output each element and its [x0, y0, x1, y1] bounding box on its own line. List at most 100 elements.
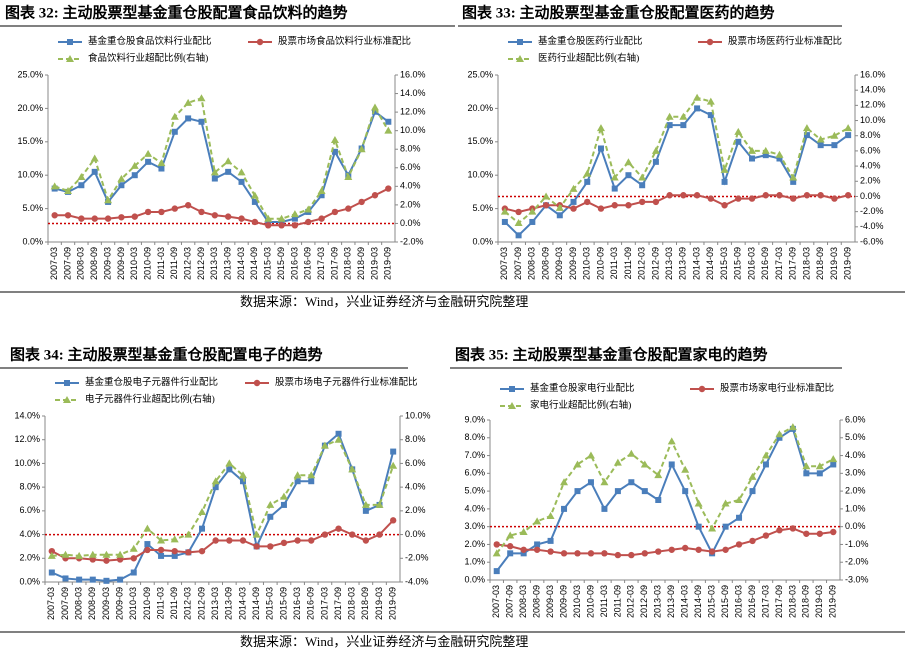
marker: [627, 449, 636, 457]
y2-tick-label: 12.0%: [860, 100, 886, 110]
x-tick-label: 2019-03: [374, 587, 384, 620]
marker: [371, 108, 378, 115]
x-tick-label: 2016-09: [760, 247, 770, 280]
marker: [64, 380, 70, 386]
marker: [722, 523, 729, 530]
marker: [762, 152, 769, 159]
x-tick-label: 2013-03: [209, 247, 219, 280]
marker: [118, 182, 125, 189]
marker: [130, 555, 137, 562]
marker: [384, 126, 393, 134]
x-tick-label: 2009-09: [116, 247, 126, 280]
x-tick-label: 2009-03: [545, 585, 555, 618]
marker: [546, 512, 555, 519]
marker: [358, 198, 365, 206]
x-tick-label: 2014-03: [691, 247, 701, 280]
marker: [583, 169, 592, 177]
marker: [698, 385, 706, 393]
x-tick-label: 2010-03: [572, 585, 582, 618]
x-tick-label: 2013-09: [678, 247, 688, 280]
marker: [385, 185, 392, 192]
marker: [509, 386, 515, 392]
marker: [389, 461, 398, 469]
y2-tick-label: 2.0%: [845, 485, 866, 495]
marker: [90, 154, 99, 162]
marker: [734, 127, 743, 135]
marker: [802, 124, 811, 132]
marker: [239, 478, 246, 485]
marker: [143, 524, 152, 532]
marker: [320, 441, 329, 449]
marker: [533, 517, 542, 525]
series-line: [504, 96, 849, 225]
marker: [144, 208, 152, 216]
marker: [680, 122, 687, 129]
y-tick-label: 2.0%: [19, 553, 40, 563]
y-tick-label: 0.0%: [22, 236, 43, 246]
marker: [357, 145, 366, 153]
marker: [542, 202, 550, 209]
y2-tick-label: 0.0%: [405, 529, 426, 539]
marker: [735, 496, 744, 503]
marker: [185, 115, 192, 122]
y-tick-label: 8.0%: [464, 432, 485, 442]
marker: [294, 478, 301, 485]
x-tick-label: 2018-09: [360, 587, 370, 620]
y-tick-label: 0.0%: [472, 236, 493, 246]
y-tick-label: 15.0%: [17, 136, 43, 146]
x-tick-label: 2014-09: [693, 585, 703, 618]
marker: [639, 182, 646, 189]
marker: [533, 546, 541, 553]
y2-tick-label: 14.0%: [860, 85, 886, 95]
marker: [574, 488, 581, 495]
marker: [651, 146, 660, 154]
x-tick-label: 2019-09: [388, 587, 398, 620]
x-tick-label: 2014-03: [237, 587, 247, 620]
marker: [707, 195, 715, 202]
marker: [844, 192, 852, 199]
y-tick-label: 8.0%: [19, 482, 40, 492]
marker: [555, 203, 564, 211]
marker: [519, 528, 528, 535]
x-tick-label: 2010-09: [595, 247, 605, 280]
marker: [515, 232, 522, 239]
y2-tick-label: 2.0%: [405, 505, 426, 515]
x-tick-label: 2009-03: [101, 587, 111, 620]
y2-tick-label: -6.0%: [860, 236, 884, 246]
marker: [776, 434, 783, 441]
x-tick-label: 2008-03: [518, 585, 528, 618]
marker: [679, 112, 688, 120]
marker: [144, 149, 153, 157]
marker: [762, 532, 770, 539]
marker: [721, 178, 728, 185]
marker: [78, 215, 85, 222]
marker: [831, 195, 838, 202]
marker: [668, 546, 675, 553]
marker: [293, 471, 302, 479]
x-tick-label: 2016-03: [746, 247, 756, 280]
marker: [706, 38, 714, 46]
marker: [335, 525, 342, 532]
series-line: [54, 96, 390, 220]
marker: [520, 550, 527, 557]
x-tick-label: 2013-09: [666, 585, 676, 618]
marker: [600, 478, 609, 486]
marker: [790, 195, 797, 202]
y2-tick-label: 0.0%: [845, 521, 866, 531]
marker: [638, 173, 647, 181]
x-tick-label: 2008-03: [74, 587, 84, 620]
marker: [318, 192, 325, 199]
marker: [89, 576, 96, 583]
marker: [584, 178, 591, 185]
marker: [199, 525, 206, 532]
marker: [638, 198, 646, 206]
x-tick-label: 2013-09: [223, 247, 233, 280]
y-tick-label: 12.0%: [14, 434, 40, 444]
x-tick-label: 2009-03: [554, 247, 564, 280]
marker: [762, 192, 769, 199]
x-tick-label: 2017-09: [329, 247, 339, 280]
marker: [371, 192, 379, 199]
y2-tick-label: 8.0%: [860, 130, 881, 140]
marker: [667, 437, 676, 445]
